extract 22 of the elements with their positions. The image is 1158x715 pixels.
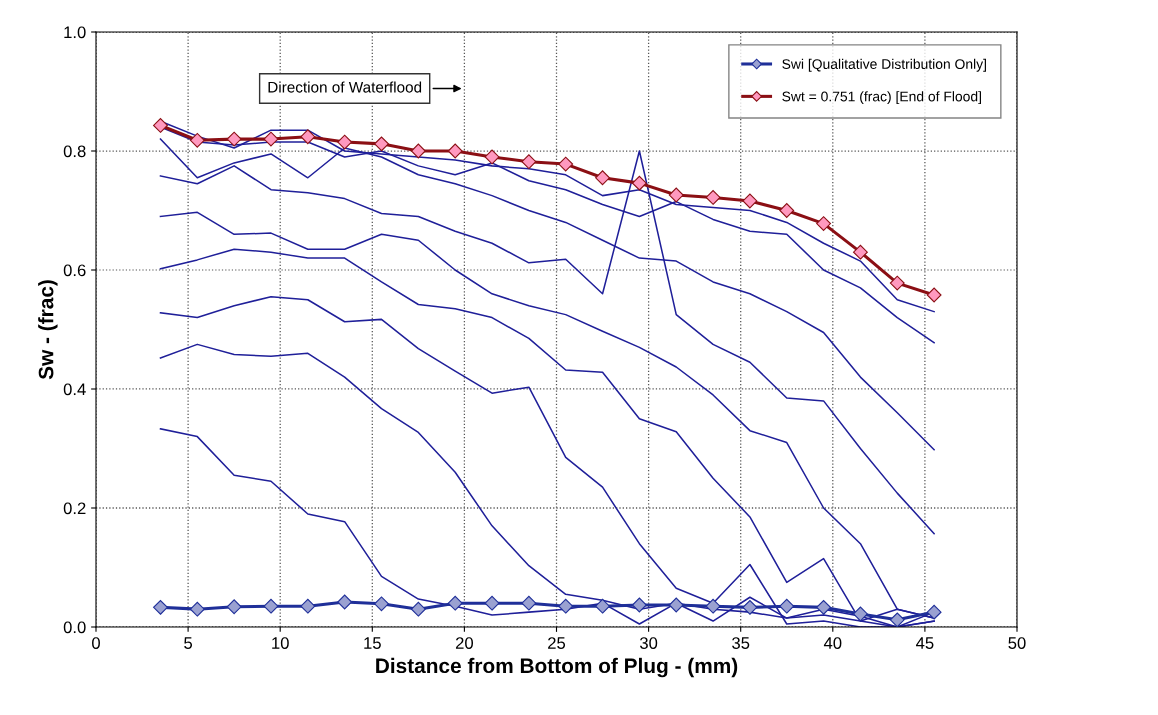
legend-label: Swt = 0.751 (frac) [End of Flood] xyxy=(782,91,981,105)
x-tick-label: 15 xyxy=(364,637,381,649)
y-tick-label: 1.0 xyxy=(64,26,86,39)
x-tick-label: 40 xyxy=(823,637,842,649)
annotation: Direction of Waterflood xyxy=(268,81,422,93)
x-tick-label: 25 xyxy=(548,637,566,649)
y-tick-label: 0.0 xyxy=(63,621,86,634)
x-tick-label: 0 xyxy=(92,637,100,649)
x-tick-label: 10 xyxy=(272,637,289,649)
x-tick-label: 50 xyxy=(1008,637,1026,649)
x-tick-label: 5 xyxy=(184,637,193,649)
x-tick-label: 20 xyxy=(455,637,474,649)
x-axis-title: Distance from Bottom of Plug - (mm) xyxy=(376,657,738,678)
y-tick-label: 0.4 xyxy=(63,383,86,396)
y-tick-label: 0.2 xyxy=(63,502,86,515)
x-tick-label: 35 xyxy=(732,637,750,649)
legend-label: Swi [Qualitative Distribution Only] xyxy=(782,58,986,72)
y-tick-label: 0.8 xyxy=(63,145,86,158)
x-tick-label: 30 xyxy=(639,637,658,649)
y-tick-label: 0.6 xyxy=(63,264,86,277)
y-axis-title: Sw - (frac) xyxy=(38,280,58,380)
x-tick-label: 45 xyxy=(916,637,934,649)
